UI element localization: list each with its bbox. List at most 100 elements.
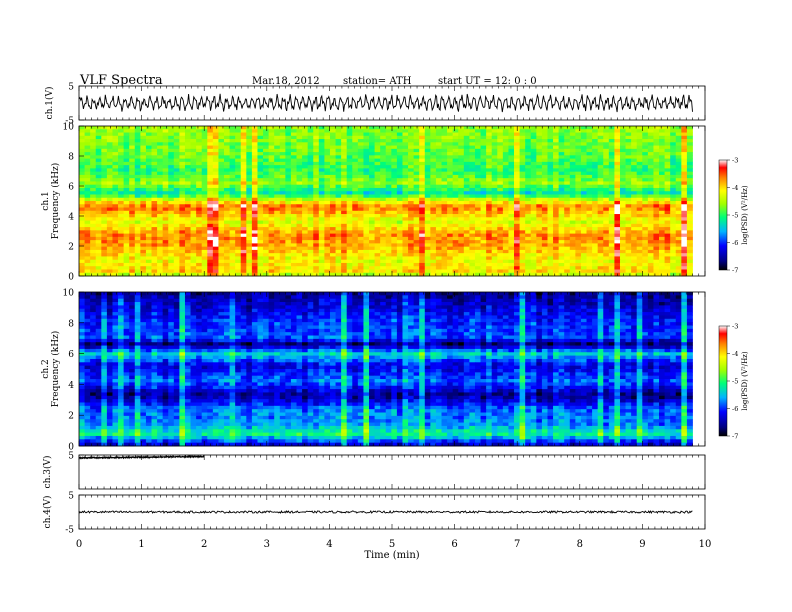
ch1-spectrogram-cell	[675, 220, 682, 225]
ch1-spectrogram-cell	[580, 155, 587, 160]
ch1-spectrogram-cell	[145, 184, 152, 189]
ch1-spectrogram-cell	[285, 184, 292, 189]
ch1-spectrogram-cell	[173, 178, 180, 182]
ch1-spectrogram-cell	[369, 126, 375, 130]
ch1-spectrogram-cell	[318, 155, 325, 160]
ch1-spectrogram-cell	[580, 165, 587, 169]
ch1-spectrogram-cell	[564, 161, 571, 166]
ch1-spectrogram-cell	[173, 253, 180, 257]
ch1-spectrogram-cell	[631, 155, 638, 160]
ch1-spectrogram-cell	[580, 207, 587, 212]
ch1-spectrogram-cell	[352, 262, 359, 267]
ch1-spectrogram-cell	[558, 217, 565, 221]
ch1-spectrogram-cell	[118, 249, 125, 254]
ch1-spectrogram-cell	[525, 262, 532, 267]
ch1-spectrogram-cell	[352, 233, 359, 238]
ch1-spectrogram-cell	[168, 240, 175, 244]
ch1-spectrogram-cell	[145, 165, 152, 169]
ch1-spectrogram-cell	[201, 207, 208, 212]
ch1-spectrogram-cell	[575, 158, 582, 163]
ch1-spectrogram-cell	[653, 181, 660, 186]
ch1-spectrogram-cell	[129, 187, 136, 192]
ch1-spectrogram-cell	[151, 194, 158, 199]
ch1-spectrogram-cell	[419, 165, 426, 169]
ch1-spectrogram-cell	[519, 165, 526, 169]
ch1-spectrogram-cell	[369, 249, 375, 254]
ch1-spectrogram-cell	[636, 214, 643, 218]
ch1-spectrogram-cell	[569, 181, 576, 186]
ch1-spectrogram-cell	[452, 152, 459, 156]
ch1-spectrogram-cell	[681, 152, 688, 156]
ch1-spectrogram-cell	[296, 256, 303, 261]
ch1-spectrogram-cell	[179, 246, 186, 251]
ch1-spectrogram-cell	[190, 236, 197, 241]
ch1-spectrogram-cell	[458, 246, 465, 251]
ch1-spectrogram-cell	[346, 148, 353, 153]
ch1-spectrogram-cell	[396, 249, 403, 254]
ch1-spectrogram-cell	[90, 227, 97, 231]
ch1-spectrogram-cell	[474, 246, 481, 251]
ch1-spectrogram-cell	[597, 240, 604, 244]
ch1-spectrogram-cell	[413, 132, 420, 137]
ch1-spectrogram-cell	[290, 243, 297, 248]
ch1-spectrogram-cell	[402, 249, 409, 254]
ch1-spectrogram-cell	[229, 145, 236, 150]
ch1-spectrogram-cell	[586, 135, 593, 140]
ch1-spectrogram-cell	[670, 152, 677, 156]
ch1-spectrogram-cell	[631, 142, 638, 146]
ch1-spectrogram-cell	[580, 158, 587, 163]
ch1-spectrogram-cell	[101, 227, 108, 231]
ch1-spectrogram-cell	[268, 126, 275, 130]
ch1-spectrogram-cell	[564, 139, 571, 143]
ch1-spectrogram-cell	[95, 181, 102, 186]
ch1-spectrogram-cell	[642, 148, 649, 153]
ch1-spectrogram-cell	[480, 132, 487, 137]
ch1-spectrogram-cell	[207, 174, 214, 179]
ch1-spectrogram-cell	[257, 217, 264, 221]
ch1-spectrogram-cell	[647, 135, 654, 140]
ch1-spectrogram-cell	[463, 181, 470, 186]
ch1-spectrogram-cell	[385, 132, 392, 137]
ch1-spectrogram-cell	[268, 142, 275, 146]
ch1-spectrogram-cell	[84, 197, 91, 202]
ch1-spectrogram-cell	[603, 259, 610, 264]
ch1-spectrogram-cell	[659, 129, 665, 133]
ch1-spectrogram-cell	[647, 161, 654, 166]
ch1-spectrogram-cell	[207, 191, 214, 195]
ch1-spectrogram-cell	[207, 132, 214, 137]
ch1-spectrogram-cell	[335, 135, 342, 140]
ch1-spectrogram-cell	[486, 227, 493, 231]
ch1-spectrogram-cell	[95, 217, 102, 221]
ch1-spectrogram-cell	[324, 145, 331, 150]
ch1-spectrogram-cell	[374, 135, 381, 140]
ch1-spectrogram-cell	[285, 269, 292, 274]
ch1-spectrogram-cell	[168, 262, 175, 267]
ch1-spectrogram-cell	[608, 243, 615, 248]
ch1-spectrogram-cell	[101, 259, 108, 264]
ch1-spectrogram-cell	[424, 204, 431, 208]
ch1-spectrogram-cell	[391, 204, 398, 208]
ch1-spectrogram-cell	[474, 233, 481, 238]
ch1-spectrogram-cell	[486, 139, 493, 143]
ch1-spectrogram-cell	[101, 132, 108, 137]
ch1-spectrogram-cell	[435, 155, 442, 160]
ch1-spectrogram-cell	[240, 220, 247, 225]
ch1-spectrogram-cell	[302, 135, 309, 140]
ch1-spectrogram-cell	[374, 191, 381, 195]
ch1-spectrogram-cell	[603, 207, 610, 212]
ch1-spectrogram-cell	[201, 204, 208, 208]
ch1-spectrogram-cell	[480, 191, 487, 195]
ch1-spectrogram-cell	[151, 165, 158, 169]
ch1-spectrogram-cell	[95, 246, 102, 251]
ch1-spectrogram-cell	[101, 135, 108, 140]
ch1-spectrogram-cell	[307, 155, 314, 160]
ch1-spectrogram-cell	[553, 132, 560, 137]
ch1-spectrogram-cell	[580, 152, 587, 156]
ch1-spectrogram-cell	[112, 171, 119, 176]
ch1-spectrogram-cell	[101, 243, 108, 248]
ch1-spectrogram-cell	[452, 240, 459, 244]
ch1-spectrogram-cell	[664, 233, 671, 238]
ch1-spectrogram-cell	[502, 161, 509, 166]
ch1-spectrogram-cell	[95, 145, 102, 150]
ch1-spectrogram-cell	[263, 207, 270, 212]
